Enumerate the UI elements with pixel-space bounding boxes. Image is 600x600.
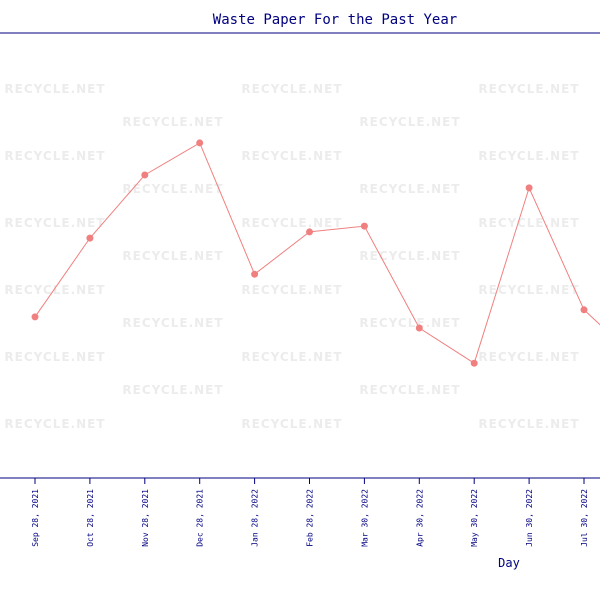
watermark: RECYCLE.NET (122, 182, 223, 196)
point (580, 306, 588, 314)
watermark: RECYCLE.NET (241, 350, 342, 364)
x-tick-label: May 30, 2022 (470, 489, 479, 547)
watermark: RECYCLE.NET (478, 149, 579, 163)
x-tick-label: Nov 28, 2021 (141, 489, 150, 547)
x-tick-label: Sep 28, 2021 (31, 489, 40, 547)
watermark: RECYCLE.NET (4, 350, 105, 364)
point (196, 139, 204, 147)
point (141, 171, 149, 179)
watermark: RECYCLE.NET (241, 283, 342, 297)
x-tick-label: Jul 30, 2022 (580, 489, 589, 547)
x-tick-label: Mar 30, 2022 (360, 489, 369, 547)
watermarks: RECYCLE.NET RECYCLE.NET RECYCLE.NET RECYCLE… (4, 82, 579, 431)
chart-title: Waste Paper For the Past Year (213, 12, 457, 28)
point (86, 234, 94, 242)
watermark: RECYCLE.NET (122, 115, 223, 129)
watermark: RECYCLE.NET (241, 417, 342, 431)
watermark: RECYCLE.NET (478, 283, 579, 297)
watermark: RECYCLE.NET (122, 316, 223, 330)
point (251, 270, 259, 278)
x-tick-label: Dec 28, 2021 (196, 489, 205, 547)
watermark: RECYCLE.NET (122, 249, 223, 263)
watermark: RECYCLE.NET (359, 115, 460, 129)
point (470, 359, 478, 367)
watermark: RECYCLE.NET (241, 216, 342, 230)
watermark: RECYCLE.NET (478, 82, 579, 96)
point (360, 222, 368, 230)
x-tick-label: Oct 28, 2021 (86, 489, 95, 547)
x-tick-label: Feb 28, 2022 (306, 489, 315, 547)
point (306, 228, 313, 236)
watermark: RECYCLE.NET (4, 283, 105, 297)
watermark: RECYCLE.NET (4, 417, 105, 431)
watermark: RECYCLE.NET (359, 383, 460, 397)
watermark: RECYCLE.NET (478, 216, 579, 230)
x-axis-label: Day (498, 556, 520, 570)
watermark: RECYCLE.NET (359, 249, 460, 263)
watermark: RECYCLE.NET (359, 182, 460, 196)
watermark: RECYCLE.NET (478, 417, 579, 431)
point (31, 313, 39, 321)
watermark: RECYCLE.NET (241, 82, 342, 96)
point (415, 324, 423, 332)
watermark: RECYCLE.NET (241, 149, 342, 163)
watermark: RECYCLE.NET (478, 350, 579, 364)
watermark: RECYCLE.NET (4, 216, 105, 230)
line (34, 142, 600, 364)
x-tick-label: Jun 30, 2022 (525, 489, 534, 547)
point (525, 184, 533, 192)
x-tick-label: Jan 28, 2022 (251, 489, 260, 547)
watermark: RECYCLE.NET (4, 149, 105, 163)
watermark: RECYCLE.NET (4, 82, 105, 96)
watermark: RECYCLE.NET (359, 316, 460, 330)
watermark: RECYCLE.NET (122, 383, 223, 397)
x-tick-label: Apr 30, 2022 (415, 489, 424, 547)
